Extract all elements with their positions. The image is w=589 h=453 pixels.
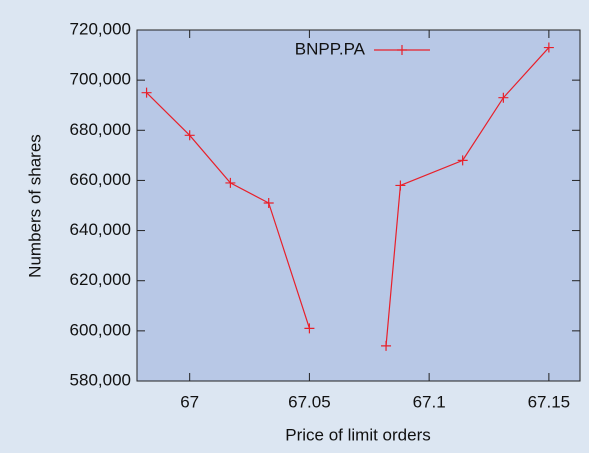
x-tick-label: 67 (180, 392, 199, 411)
point (304, 323, 315, 334)
y-tick-label: 640,000 (70, 220, 131, 239)
x-tick-label: 67.05 (288, 392, 331, 411)
y-tick-label: 660,000 (70, 170, 131, 189)
plot-area (136, 29, 581, 382)
point (381, 340, 392, 351)
y-tick-label: 620,000 (70, 270, 131, 289)
point (263, 197, 274, 208)
point (225, 177, 236, 188)
point (457, 155, 468, 166)
point (184, 130, 195, 141)
x-tick-label: 67.1 (413, 392, 446, 411)
point (498, 92, 509, 103)
y-tick-label: 700,000 (70, 70, 131, 89)
y-tick-label: 600,000 (70, 320, 131, 339)
y-axis-label: Numbers of shares (25, 134, 44, 278)
point (395, 180, 406, 191)
y-tick-label: 580,000 (70, 370, 131, 389)
x-axis-label: Price of limit orders (285, 425, 430, 444)
point (543, 42, 554, 53)
legend-label: BNPP.PA (295, 39, 366, 58)
x-tick-label: 67.15 (528, 392, 571, 411)
point (141, 87, 152, 98)
y-tick-label: 680,000 (70, 120, 131, 139)
y-tick-label: 720,000 (70, 19, 131, 38)
legend-point (397, 45, 407, 55)
